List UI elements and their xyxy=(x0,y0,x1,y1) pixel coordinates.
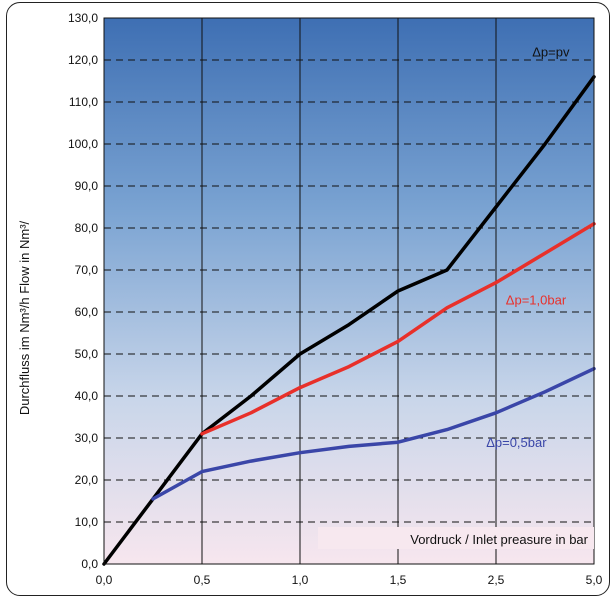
y-tick-label: 70,0 xyxy=(75,263,99,277)
y-tick-label: 40,0 xyxy=(75,389,99,403)
plot-border xyxy=(103,17,595,565)
y-tick-label: 0,0 xyxy=(81,557,98,571)
x-axis-title-background xyxy=(318,527,594,549)
y-tick-label: 80,0 xyxy=(75,221,99,235)
tick-labels: 0,0 10,0 20,0 30,0 40,0 50,0 60,0 70,0 80,0 90,0 1… xyxy=(68,11,603,587)
x-axis-title: Vordruck / Inlet preasure in bar xyxy=(410,532,588,547)
chart-frame xyxy=(6,2,610,596)
y-axis-title: Durchfluss im Nm³/h Flow in Nm³/ xyxy=(17,220,32,415)
y-tick-label: 100,0 xyxy=(68,137,98,151)
series-label-2: Δp=0,5bar xyxy=(486,435,547,450)
x-tick-label: 5,0 xyxy=(586,573,603,587)
y-tick-label: 60,0 xyxy=(75,305,99,319)
x-tick-label: 2,5 xyxy=(488,573,505,587)
series-line-0 xyxy=(102,75,596,566)
y-tick-label: 90,0 xyxy=(75,179,99,193)
y-tick-label: 110,0 xyxy=(69,95,98,109)
series-line-1 xyxy=(200,222,596,436)
series-lines xyxy=(102,75,596,566)
x-tick-label: 0,5 xyxy=(194,573,211,587)
y-tick-label: 10,0 xyxy=(75,515,99,529)
series-label-0: Δp=pv xyxy=(532,45,570,60)
series-label-1: Δp=1,0bar xyxy=(506,292,567,307)
series-line-2 xyxy=(151,366,596,501)
x-tick-label: 1,5 xyxy=(390,573,407,587)
y-tick-label: 30,0 xyxy=(75,431,99,445)
y-tick-label: 120,0 xyxy=(68,53,98,67)
y-tick-label: 130,0 xyxy=(68,11,98,25)
x-tick-label: 0,0 xyxy=(96,573,113,587)
y-tick-label: 50,0 xyxy=(75,347,99,361)
plot-area xyxy=(104,18,594,564)
x-tick-label: 1,0 xyxy=(292,573,309,587)
series-labels: Δp=pv Δp=1,0bar Δp=0,5bar xyxy=(486,45,570,451)
y-tick-label: 20,0 xyxy=(75,473,99,487)
